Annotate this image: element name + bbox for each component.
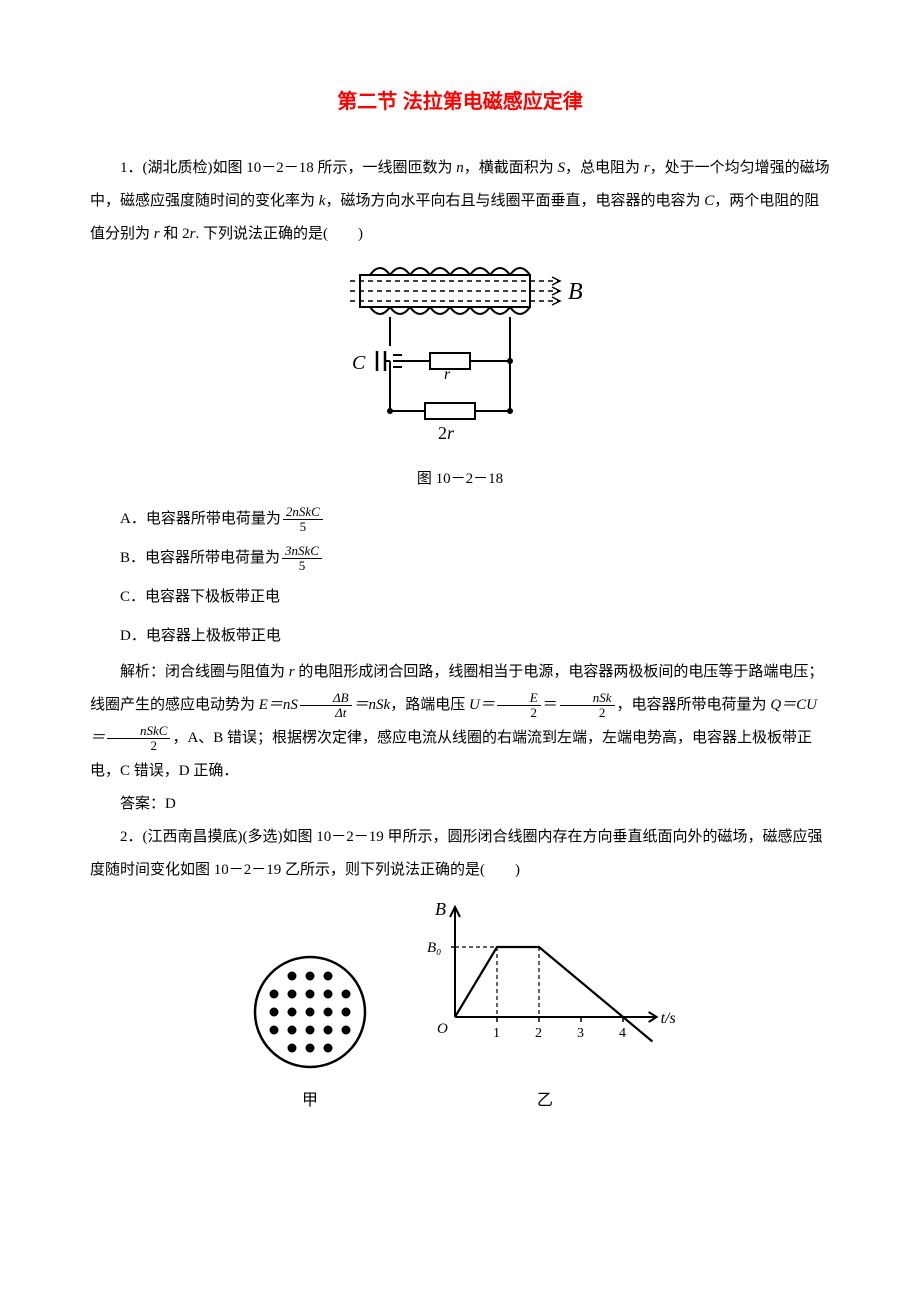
svg-text:2: 2	[535, 1026, 542, 1041]
opt-b-text: B．电容器所带电荷量为	[120, 542, 280, 575]
sol-eq2-lhs: U＝	[469, 697, 495, 713]
q1-option-b: B．电容器所带电荷量为 3nSkC 5	[120, 539, 830, 578]
sol-eq3-frac: nSkC2	[107, 724, 170, 754]
circuit-diagram: B r C	[330, 261, 590, 461]
q1-text-g: 和 2	[160, 226, 190, 242]
opt-b-den: 5	[282, 559, 322, 573]
sol-eq1-rhs: ＝nSk	[354, 697, 391, 713]
q1-option-c: C．电容器下极板带正电	[120, 578, 830, 617]
q1-solution: 解析：闭合线圈与阻值为 r 的电阻形成闭合回路，线圈相当于电源，电容器两极板间的…	[90, 656, 830, 788]
var-n: n	[456, 160, 464, 176]
sub-label-left: 甲	[302, 1083, 318, 1118]
opt-b-num: 3nSkC	[282, 544, 322, 559]
q1-answer: 答案：D	[90, 788, 830, 821]
sol-e: ，A、B 错误；根据楞次定律，感应电流从线圈的右端流到左端，左端电势高，电容器上…	[90, 730, 812, 779]
sol-eq2-den2: 2	[560, 706, 615, 720]
sol-eq1-frac: ΔBΔt	[300, 691, 352, 721]
svg-text:B₀: B₀	[427, 940, 441, 956]
q1-text-h: . 下列说法正确的是( )	[195, 226, 363, 242]
figure-10-2-19: 甲 B B₀ O 1 2 3 4 t/s 乙	[90, 897, 830, 1118]
var-C: C	[704, 193, 714, 209]
sol-eq2-num1: E	[497, 691, 541, 706]
figure-10-2-18: B r C	[90, 261, 830, 496]
q1-text-a: 1．(湖北质检)如图 10－2－18 所示，一线圈匝数为	[120, 160, 456, 176]
svg-text:1: 1	[493, 1026, 500, 1041]
sol-eq2-frac1: E2	[497, 691, 541, 721]
svg-text:O: O	[437, 1021, 448, 1037]
sol-eq3-num: nSkC	[107, 724, 170, 739]
sol-a: 解析：闭合线圈与阻值为	[120, 664, 289, 680]
figure-caption-1: 图 10－2－18	[417, 463, 503, 496]
var-S: S	[558, 160, 566, 176]
opt-a-den: 5	[283, 520, 323, 534]
opt-a-text: A．电容器所带电荷量为	[120, 503, 281, 536]
q1-text-c: ，总电阻为	[565, 160, 644, 176]
section-title: 第二节 法拉第电磁感应定律	[90, 80, 830, 124]
q1-stem: 1．(湖北质检)如图 10－2－18 所示，一线圈匝数为 n，横截面积为 S，总…	[90, 152, 830, 251]
coil-dots-diagram	[245, 947, 375, 1077]
label-B: B	[568, 279, 583, 305]
sol-eq2-mid: ＝	[543, 697, 558, 713]
q1-text-b: ，横截面积为	[464, 160, 558, 176]
sol-eq2-num2: nSk	[560, 691, 615, 706]
sol-eq1-num: ΔB	[300, 691, 352, 706]
label-2r: 2r	[438, 423, 455, 443]
sol-c: ，路端电压	[390, 697, 469, 713]
svg-text:B: B	[435, 899, 446, 919]
svg-text:3: 3	[577, 1026, 584, 1041]
sol-eq1-lhs: E＝nS	[259, 697, 298, 713]
bt-graph: B B₀ O 1 2 3 4 t/s	[415, 897, 675, 1077]
opt-b-frac: 3nSkC 5	[282, 544, 322, 574]
sol-eq2-frac2: nSk2	[560, 691, 615, 721]
sub-label-right: 乙	[537, 1083, 553, 1118]
q2-stem: 2．(江西南昌摸底)(多选)如图 10－2－19 甲所示，圆形闭合线圈内存在方向…	[90, 821, 830, 887]
sol-eq1-den: Δt	[300, 706, 352, 720]
label-C: C	[352, 352, 366, 374]
q1-text-e: ，磁场方向水平向右且与线圈平面垂直，电容器的电容为	[325, 193, 704, 209]
label-r: r	[444, 366, 451, 383]
svg-text:t/s: t/s	[661, 1010, 675, 1027]
sol-eq2-den1: 2	[497, 706, 541, 720]
opt-a-frac: 2nSkC 5	[283, 505, 323, 535]
sol-d: ，电容器所带电荷量为	[617, 697, 771, 713]
q1-option-a: A．电容器所带电荷量为 2nSkC 5	[120, 500, 830, 539]
sol-eq3-den: 2	[107, 739, 170, 753]
q1-option-d: D．电容器上极板带正电	[120, 617, 830, 656]
svg-text:4: 4	[619, 1026, 626, 1041]
opt-a-num: 2nSkC	[283, 505, 323, 520]
